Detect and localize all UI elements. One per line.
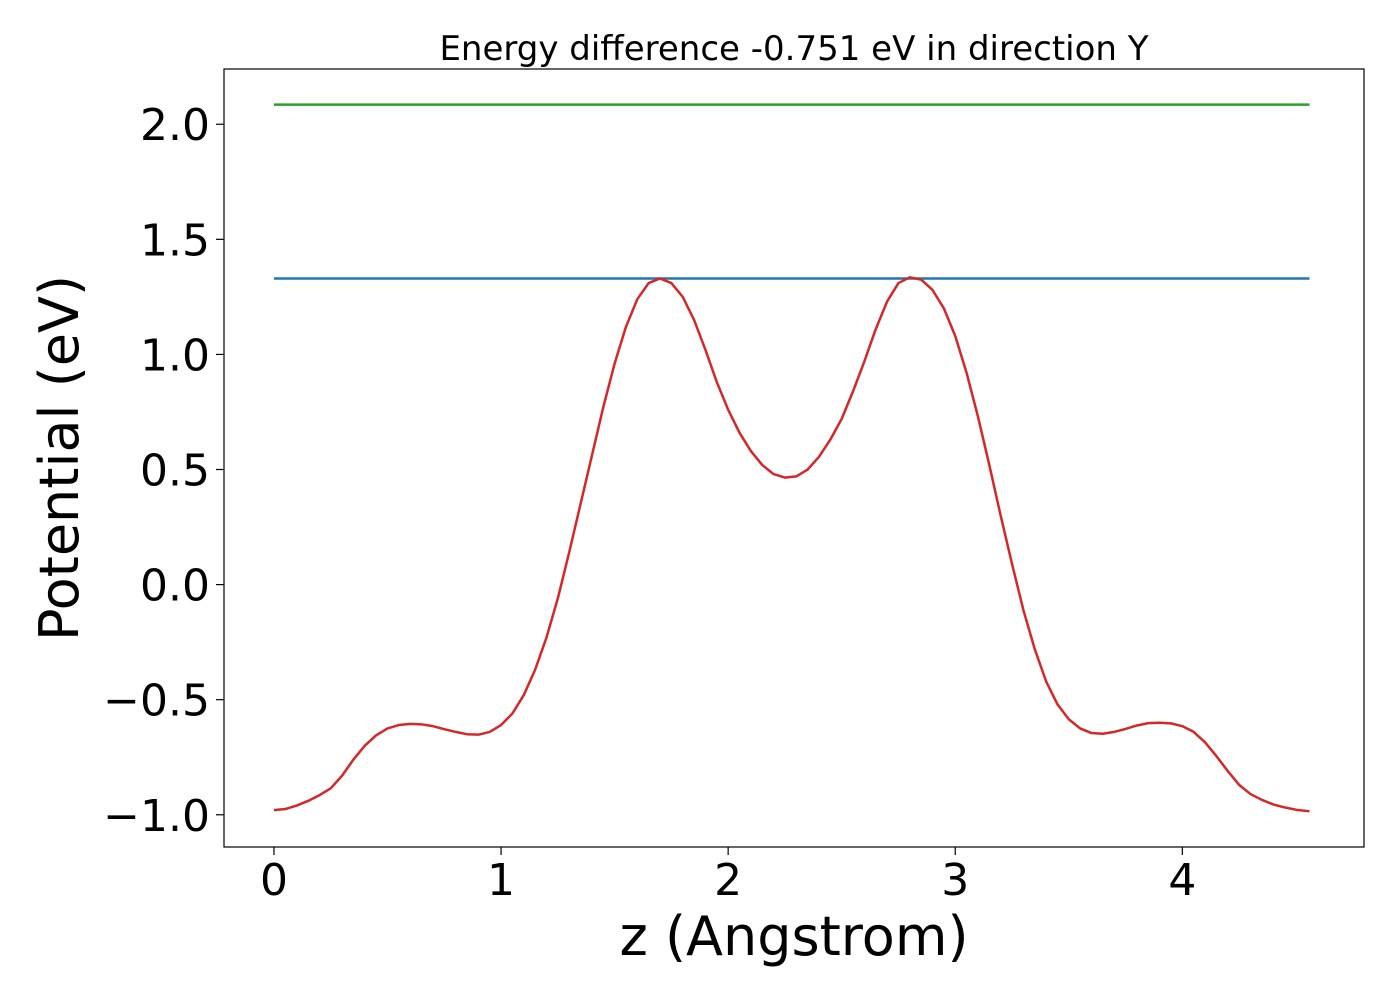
y-tick-label: −1.0 (103, 791, 210, 842)
y-tick-label: 2.0 (140, 100, 210, 151)
y-axis: −1.0 −0.5 0.0 0.5 1.0 1.5 2.0 (103, 100, 224, 842)
y-tick-label: 0.0 (140, 561, 210, 612)
x-axis: 0 1 2 3 4 (260, 847, 1196, 906)
y-tick-label: −0.5 (103, 676, 210, 727)
x-tick-label: 2 (714, 855, 742, 906)
y-tick-label: 1.0 (140, 330, 210, 381)
x-tick-label: 0 (260, 855, 288, 906)
series-layer (273, 103, 1310, 813)
series-line-2 (273, 276, 1310, 813)
x-tick-label: 1 (487, 855, 515, 906)
plot-frame (223, 68, 1365, 848)
y-tick-label: 1.5 (140, 215, 210, 266)
x-tick-label: 4 (1168, 855, 1196, 906)
chart-title: Energy difference -0.751 eV in direction… (439, 29, 1148, 69)
y-axis-title: Potential (eV) (28, 275, 91, 641)
x-tick-label: 3 (941, 855, 969, 906)
x-axis-title: z (Angstrom) (619, 905, 968, 968)
y-tick-label: 0.5 (140, 446, 210, 497)
